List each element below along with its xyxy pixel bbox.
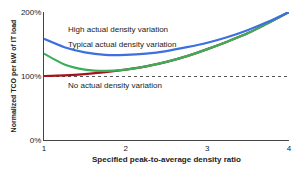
svg-text:2: 2 (123, 144, 128, 153)
svg-text:200%: 200% (21, 8, 41, 17)
svg-text:No actual density variation: No actual density variation (68, 81, 162, 90)
svg-text:0%: 0% (30, 136, 42, 145)
svg-text:Specified peak-to-average dens: Specified peak-to-average density ratio (92, 155, 241, 164)
svg-text:Typical actual density variati: Typical actual density variation (68, 40, 177, 49)
svg-text:High actual density variation: High actual density variation (68, 25, 168, 34)
svg-text:4: 4 (287, 144, 292, 153)
svg-text:1: 1 (42, 144, 47, 153)
svg-text:100%: 100% (21, 72, 41, 81)
svg-text:Normalized TCO per kW of IT lo: Normalized TCO per kW of IT load (10, 20, 18, 133)
svg-text:3: 3 (205, 144, 210, 153)
